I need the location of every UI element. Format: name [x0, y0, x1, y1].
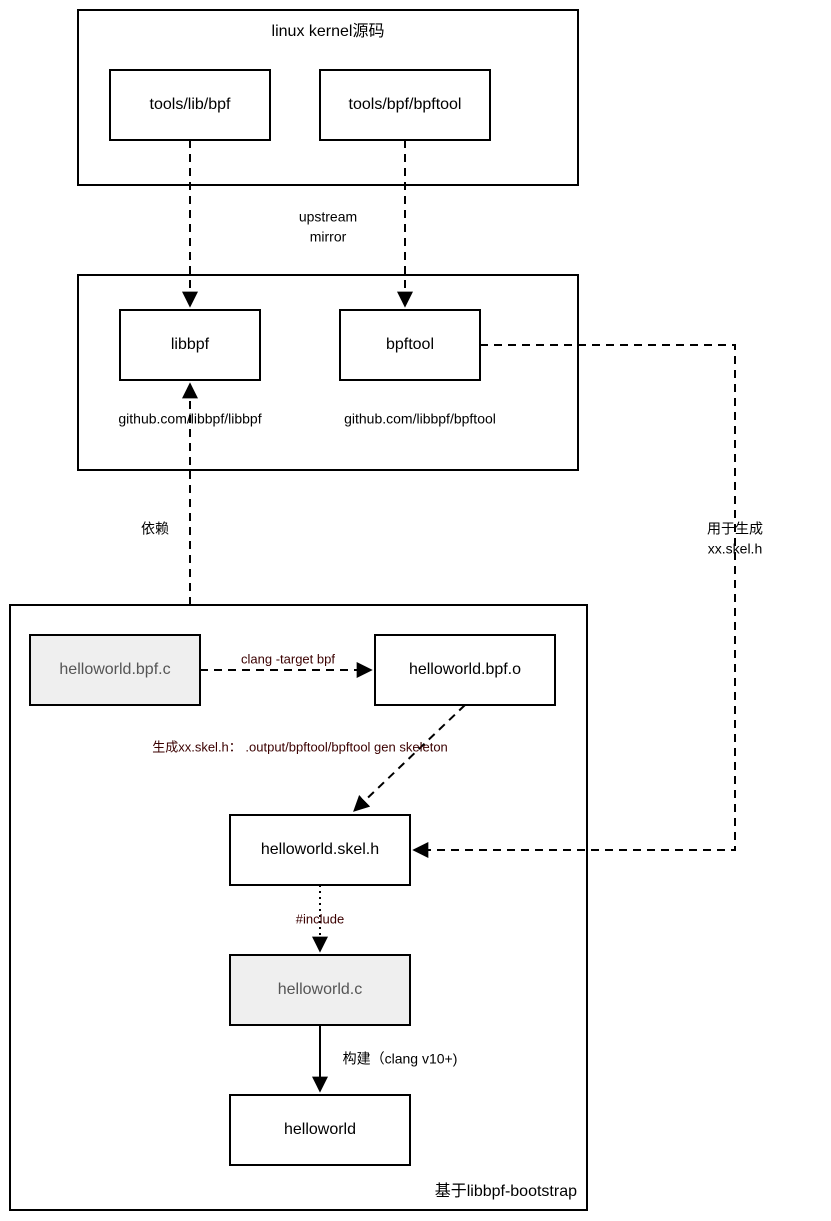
- node-hw_bpf_c: helloworld.bpf.c: [30, 635, 200, 705]
- label-gen2: xx.skel.h: [708, 541, 762, 557]
- label-build: 构建（clang v10+): [343, 1051, 458, 1067]
- node-hw: helloworld: [230, 1095, 410, 1165]
- node-hw_bpf_o: helloworld.bpf.o: [375, 635, 555, 705]
- node-libbpf-label: libbpf: [171, 336, 210, 353]
- node-hw_bpf_o-label: helloworld.bpf.o: [409, 661, 521, 678]
- label-upstream2: mirror: [310, 229, 347, 245]
- node-tools_lib_bpf-label: tools/lib/bpf: [150, 96, 231, 113]
- label-depend: 依赖: [141, 521, 169, 537]
- label-include: #include: [296, 911, 344, 926]
- label-url_libbpf: github.com/libbpf/libbpf: [118, 411, 261, 427]
- node-tools_lib_bpf: tools/lib/bpf: [110, 70, 270, 140]
- node-hw_skel_h: helloworld.skel.h: [230, 815, 410, 885]
- node-tools_bpftool: tools/bpf/bpftool: [320, 70, 490, 140]
- edge-bpfo-to-skel: [355, 705, 465, 810]
- node-hw_bpf_c-label: helloworld.bpf.c: [59, 661, 170, 678]
- node-hw_c: helloworld.c: [230, 955, 410, 1025]
- node-hw_skel_h-label: helloworld.skel.h: [261, 841, 379, 858]
- label-clang_target: clang -target bpf: [241, 651, 335, 666]
- node-bpftool-label: bpftool: [386, 336, 434, 353]
- label-gen1: 用于生成: [707, 521, 763, 537]
- node-bpftool: bpftool: [340, 310, 480, 380]
- container-kernel-title: linux kernel源码: [272, 22, 385, 40]
- node-libbpf: libbpf: [120, 310, 260, 380]
- node-hw-label: helloworld: [284, 1121, 356, 1138]
- container-bootstrap-footer: 基于libbpf-bootstrap: [435, 1182, 577, 1200]
- label-upstream1: upstream: [299, 209, 357, 225]
- node-hw_c-label: helloworld.c: [278, 981, 362, 998]
- node-tools_bpftool-label: tools/bpf/bpftool: [349, 96, 462, 113]
- flowchart-canvas: linux kernel源码基于libbpf-bootstrap tools/li…: [0, 0, 831, 1221]
- label-url_bpftool: github.com/libbpf/bpftool: [344, 411, 496, 427]
- label-skel_gen: 生成xx.skel.h： .output/bpftool/bpftool gen…: [152, 739, 448, 754]
